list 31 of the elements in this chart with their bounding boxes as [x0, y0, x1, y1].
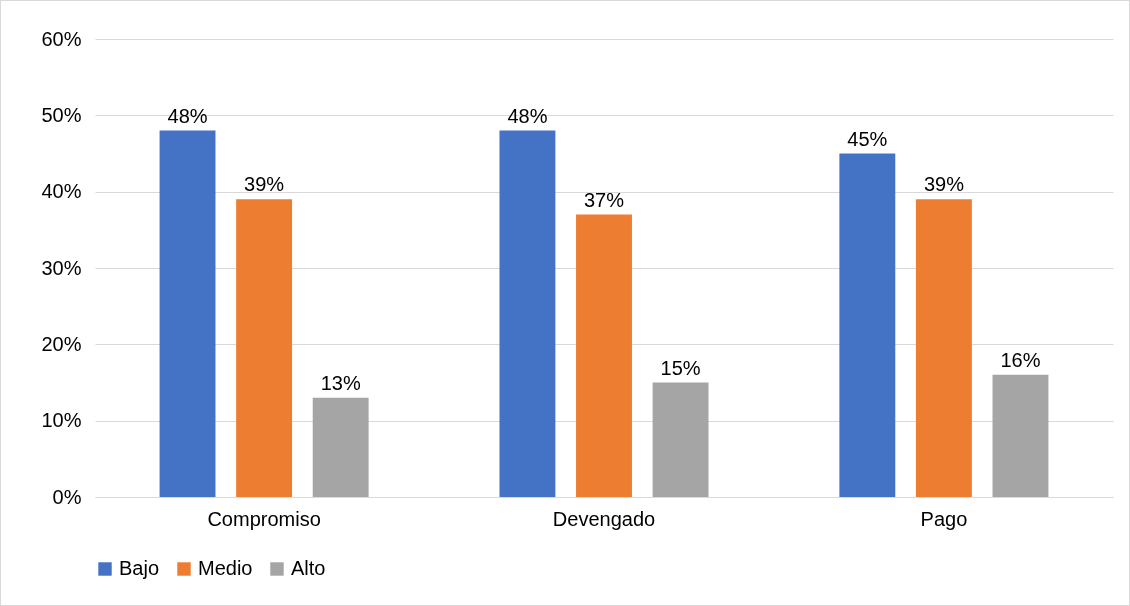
y-tick-label: 60% — [41, 27, 82, 50]
data-label: 16% — [1000, 348, 1041, 371]
bar — [915, 199, 972, 497]
bar — [992, 374, 1049, 497]
bar — [236, 199, 293, 497]
data-label: 48% — [507, 104, 548, 127]
x-tick-label: Devengado — [552, 507, 656, 530]
data-label: 37% — [583, 188, 625, 211]
legend-label: Medio — [198, 557, 253, 579]
data-label: 48% — [167, 104, 208, 127]
y-tick-label: 10% — [41, 409, 82, 432]
y-tick-label: 20% — [41, 332, 82, 355]
bar — [839, 153, 896, 497]
x-tick-label: Compromiso — [207, 507, 321, 530]
y-tick-label: 50% — [41, 103, 82, 126]
legend-label: Alto — [291, 557, 326, 579]
bar — [159, 130, 216, 497]
data-label: 45% — [847, 127, 888, 150]
data-label: 39% — [923, 173, 965, 196]
y-tick-label: 30% — [41, 256, 82, 279]
bar — [312, 397, 369, 497]
bar — [652, 382, 709, 497]
bar — [576, 214, 632, 497]
bar — [499, 130, 556, 497]
y-tick-label: 0% — [52, 485, 82, 508]
data-label: 15% — [660, 356, 701, 379]
y-tick-label: 40% — [41, 180, 82, 203]
data-label: 13% — [320, 371, 361, 394]
data-label: 39% — [244, 173, 285, 196]
legend-label: Bajo — [119, 557, 160, 579]
x-tick-label: Pago — [920, 507, 968, 530]
